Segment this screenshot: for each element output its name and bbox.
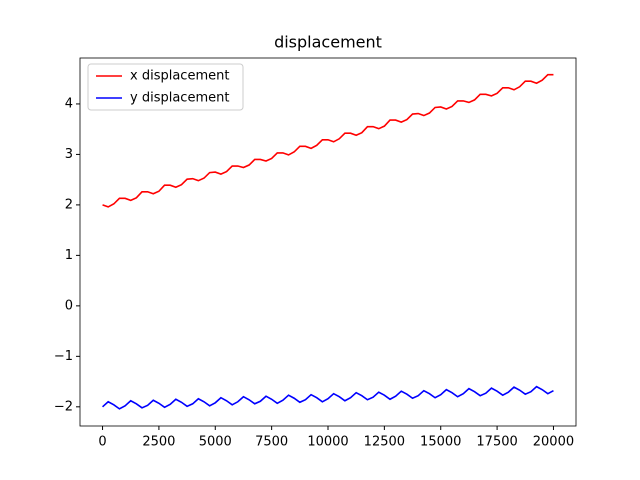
y-tick-label: 2	[65, 197, 73, 212]
plot-frame	[79, 57, 577, 427]
legend-box	[87, 63, 244, 111]
x-tick-label: 12500	[364, 435, 405, 450]
y-tick-label: 3	[65, 147, 73, 162]
x-tick-label: 7500	[255, 435, 288, 450]
x-tick-label: 10000	[307, 435, 348, 450]
data-line	[102, 73, 554, 208]
y-tick-label: 4	[65, 96, 73, 111]
legend-label: y displacement	[130, 91, 229, 106]
y-tick-label: −1	[54, 349, 73, 364]
x-tick-label: 0	[98, 435, 106, 450]
y-tick-label: −2	[54, 399, 73, 414]
x-tick-label: 17500	[476, 435, 517, 450]
data-line	[102, 385, 554, 410]
y-tick-label: 1	[65, 248, 73, 263]
chart-title: displacement	[274, 33, 382, 52]
x-tick-label: 20000	[533, 435, 574, 450]
x-tick-label: 2500	[142, 435, 175, 450]
x-tick-label: 15000	[420, 435, 461, 450]
y-tick-label: 0	[65, 298, 73, 313]
legend-label: x displacement	[130, 69, 229, 84]
x-tick-label: 5000	[199, 435, 232, 450]
